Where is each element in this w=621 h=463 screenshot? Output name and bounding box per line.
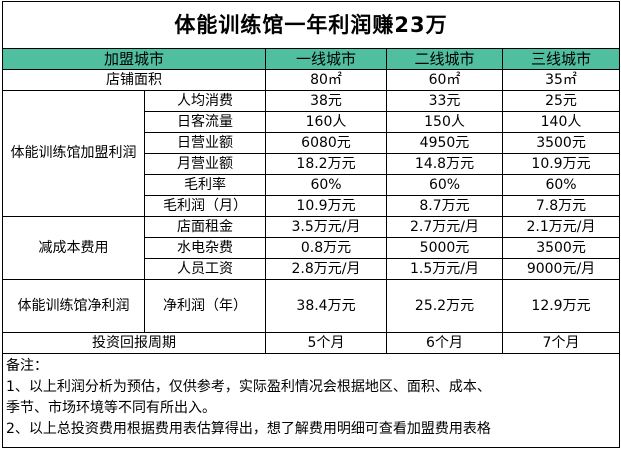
cell-tier1: 2.8万元/月 bbox=[265, 258, 387, 280]
cell-tier2: 8.7万元 bbox=[386, 195, 503, 217]
store-area-tier3: 35㎡ bbox=[501, 69, 621, 91]
notes-line: 季节、市场环境等不同有所出入。 bbox=[6, 400, 216, 416]
row-label: 毛利率 bbox=[144, 174, 266, 196]
row-label: 人员工资 bbox=[144, 258, 266, 280]
cell-tier3: 60% bbox=[501, 174, 621, 196]
table-row: 水电杂费 0.8万元 5000元 3500元 bbox=[3, 237, 621, 259]
cell-tier2: 14.8万元 bbox=[386, 153, 503, 175]
table-row: 毛利率 60% 60% 60% bbox=[3, 174, 621, 196]
cell-tier3: 140人 bbox=[501, 111, 621, 133]
header-city-label: 加盟城市 bbox=[2, 48, 266, 70]
table-title: 体能训练馆一年利润赚23万 bbox=[1, 1, 621, 49]
cell-tier1: 6080元 bbox=[265, 132, 387, 154]
cell-tier1: 3.5万元/月 bbox=[265, 216, 387, 238]
profit-group-label: 体能训练馆加盟利润 bbox=[2, 90, 145, 217]
cell-tier2: 5000元 bbox=[386, 237, 503, 259]
cell-tier1: 60% bbox=[265, 174, 387, 196]
table-row: 体能训练馆加盟利润 人均消费 38元 33元 25元 bbox=[2, 90, 621, 217]
table-row: 月营业额 18.2万元 14.8万元 10.9万元 bbox=[3, 153, 621, 175]
header-tier1: 一线城市 bbox=[265, 48, 387, 70]
cell-tier3: 3500元 bbox=[501, 132, 621, 154]
cell-tier3: 3500元 bbox=[501, 237, 621, 259]
store-area-tier1: 80㎡ bbox=[265, 69, 387, 91]
header-tier3: 三线城市 bbox=[501, 48, 621, 70]
payback-label: 投资回报周期 bbox=[2, 332, 266, 354]
payback-tier1: 5个月 bbox=[265, 332, 387, 354]
cell-tier2: 60% bbox=[386, 174, 503, 196]
net-group-label: 体能训练馆净利润 bbox=[2, 279, 145, 333]
row-label: 净利润（年） bbox=[144, 279, 266, 333]
cell-tier3: 12.9万元 bbox=[501, 279, 621, 333]
cell-tier3: 10.9万元 bbox=[501, 153, 621, 175]
row-label: 毛利润（月） bbox=[144, 195, 266, 217]
notes-line: 2、以上总投资费用根据费用表估算得出，想了解费用明细可查看加盟费用表格 bbox=[6, 421, 491, 437]
row-label: 日客流量 bbox=[144, 111, 266, 133]
row-label: 月营业额 bbox=[144, 153, 266, 175]
header-tier2: 二线城市 bbox=[386, 48, 503, 70]
notes-line: 1、以上利润分析为预估，仅供参考，实际盈利情况会根据地区、面积、成本、 bbox=[6, 379, 491, 395]
row-label: 水电杂费 bbox=[144, 237, 266, 259]
payback-tier2: 6个月 bbox=[386, 332, 503, 354]
cell-tier3: 2.1万元/月 bbox=[501, 216, 621, 238]
notes-section: 备注： 1、以上利润分析为预估，仅供参考，实际盈利情况会根据地区、面积、成本、 … bbox=[1, 353, 621, 448]
row-label: 店面租金 bbox=[144, 216, 266, 238]
table-row: 投资回报周期 5个月 6个月 7个月 bbox=[2, 332, 621, 354]
cell-tier3: 7.8万元 bbox=[501, 195, 621, 217]
cell-tier3: 25元 bbox=[501, 90, 621, 112]
row-label: 日营业额 bbox=[144, 132, 266, 154]
cell-tier2: 150人 bbox=[386, 111, 503, 133]
store-area-tier2: 60㎡ bbox=[386, 69, 503, 91]
store-area-label: 店铺面积 bbox=[2, 69, 266, 91]
cell-tier1: 160人 bbox=[265, 111, 387, 133]
cell-tier3: 9000元/月 bbox=[501, 258, 621, 280]
cell-tier1: 18.2万元 bbox=[265, 153, 387, 175]
table-row: 体能训练馆净利润 净利润（年） 38.4万元 25.2万元 12.9万元 bbox=[2, 279, 621, 333]
notes-heading: 备注： bbox=[6, 358, 48, 374]
cell-tier2: 1.5万元/月 bbox=[386, 258, 503, 280]
table-row: 人员工资 2.8万元/月 1.5万元/月 9000元/月 bbox=[3, 258, 621, 280]
table-row: 减成本费用 店面租金 3.5万元/月 2.7万元/月 2.1万元/月 bbox=[2, 216, 621, 280]
cell-tier1: 38.4万元 bbox=[265, 279, 387, 333]
cell-tier1: 0.8万元 bbox=[265, 237, 387, 259]
cell-tier2: 4950元 bbox=[386, 132, 503, 154]
cell-tier2: 2.7万元/月 bbox=[386, 216, 503, 238]
cell-tier2: 25.2万元 bbox=[386, 279, 503, 333]
profit-table: 体能训练馆一年利润赚23万 加盟城市 一线城市 二线城市 三线城市 店铺面积 8… bbox=[1, 1, 621, 448]
cell-tier1: 10.9万元 bbox=[265, 195, 387, 217]
payback-tier3: 7个月 bbox=[501, 332, 621, 354]
cell-tier2: 33元 bbox=[386, 90, 503, 112]
cost-group-label: 减成本费用 bbox=[2, 216, 145, 280]
header-row: 加盟城市 一线城市 二线城市 三线城市 bbox=[2, 48, 621, 70]
table-row: 毛利润（月） 10.9万元 8.7万元 7.8万元 bbox=[3, 195, 621, 217]
table-row: 店铺面积 80㎡ 60㎡ 35㎡ bbox=[2, 69, 621, 91]
row-label: 人均消费 bbox=[144, 90, 266, 112]
cell-tier1: 38元 bbox=[265, 90, 387, 112]
